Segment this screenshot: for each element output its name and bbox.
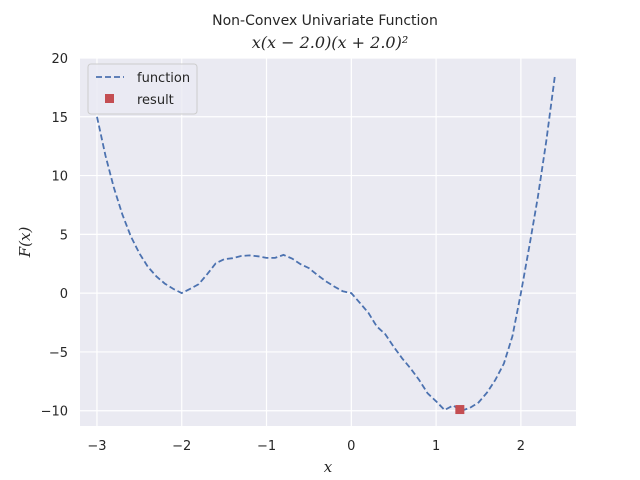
legend-marker-swatch [105,94,114,103]
legend: function result [87,63,198,115]
y-tick-label: 10 [51,170,68,185]
y-tick-label: 0 [60,287,68,302]
chart-subtitle: x(x − 2.0)(x + 2.0)² [252,33,409,52]
x-axis-ticks: −3 −2 −1 0 1 2 [87,439,525,454]
legend-label-result: result [137,93,174,108]
y-tick-label: −5 [49,346,68,361]
y-tick-label: 20 [51,52,68,67]
y-tick-label: 5 [60,228,68,243]
result-marker [455,405,465,415]
y-axis-label: F(x) [16,227,34,259]
x-tick-label: −3 [87,439,106,454]
plot-series [96,76,556,415]
x-tick-label: −1 [257,439,276,454]
y-tick-label: 15 [51,111,68,126]
y-axis-ticks: −10 −5 0 5 10 15 20 [41,52,68,420]
x-tick-label: −2 [172,439,191,454]
series-function-line [96,76,556,412]
grid-lines [80,57,576,426]
plot-area [80,58,576,426]
chart-title: Non-Convex Univariate Function [212,13,438,29]
y-tick-label: −10 [41,405,68,420]
x-tick-label: 2 [517,439,525,454]
x-tick-label: 1 [432,439,440,454]
x-axis-label: x [324,458,333,476]
legend-label-function: function [137,71,190,86]
x-tick-label: 0 [347,439,355,454]
